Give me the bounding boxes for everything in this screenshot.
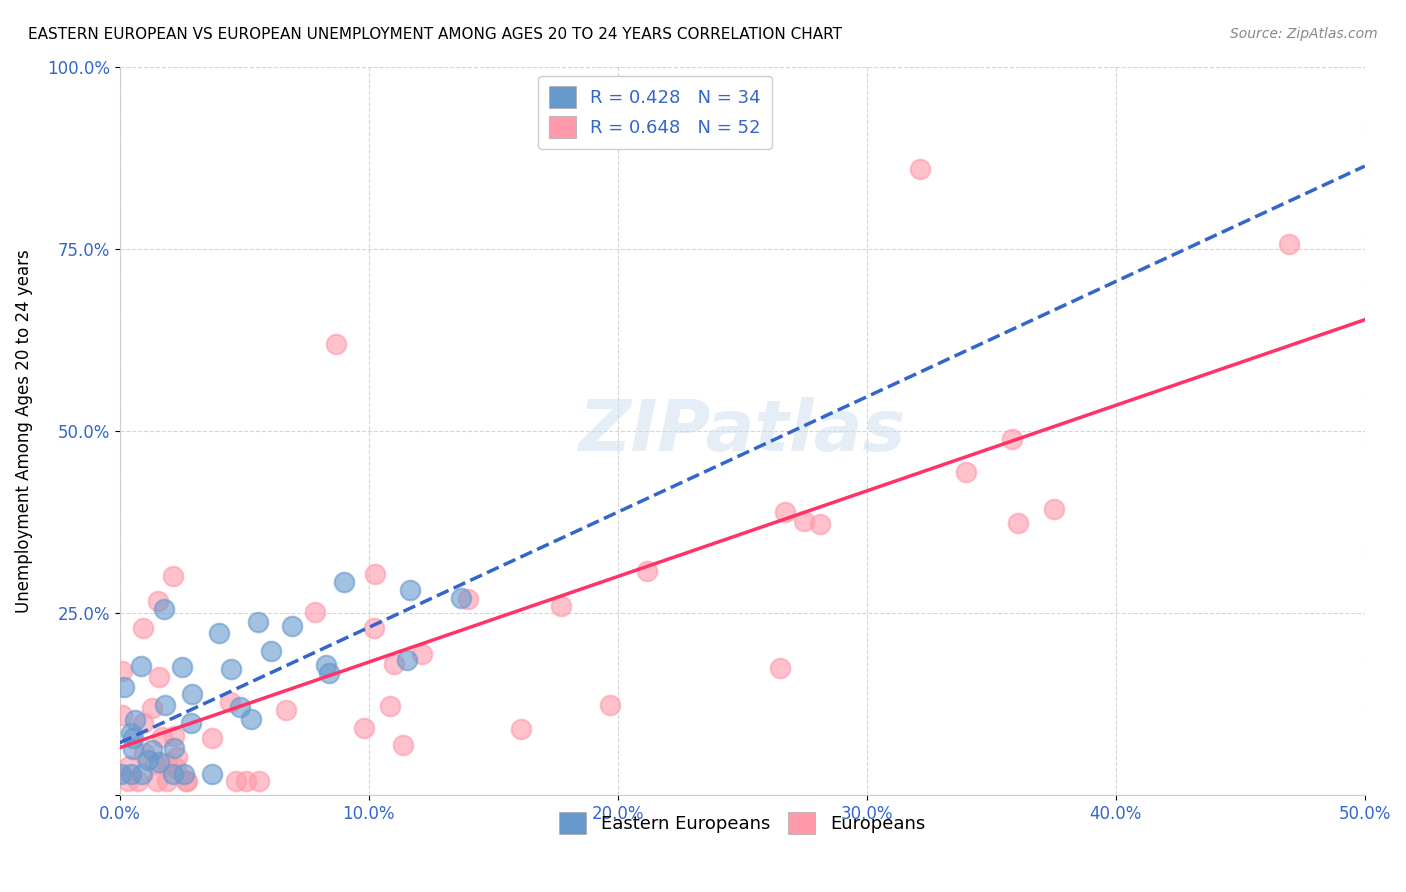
Point [773,504,796,518]
Point [396,653,419,667]
Point [120,725,142,739]
Point [325,336,347,351]
Point [599,698,621,712]
Point [793,515,815,529]
Point [165,761,187,775]
Point [259,644,281,658]
Point [1278,236,1301,251]
Legend: Eastern Europeans, Europeans: Eastern Europeans, Europeans [548,801,936,845]
Point [219,662,242,676]
Point [174,773,197,788]
Point [117,773,139,788]
Point [148,670,170,684]
Point [170,659,193,673]
Point [110,708,132,723]
Point [141,743,163,757]
Point [1043,501,1066,516]
Point [509,722,531,736]
Point [141,701,163,715]
Point [550,599,572,613]
Point [146,594,169,608]
Point [281,618,304,632]
Point [1000,432,1022,446]
Point [131,659,153,673]
Point [143,756,166,771]
Point [219,695,242,709]
Point [364,567,387,582]
Point [382,657,405,672]
Point [378,699,401,714]
Point [112,680,135,694]
Point [156,756,179,770]
Y-axis label: Unemployment Among Ages 20 to 24 years: Unemployment Among Ages 20 to 24 years [15,249,32,613]
Point [1007,516,1029,531]
Point [132,746,155,760]
Point [398,583,420,598]
Point [318,666,340,681]
Point [122,741,145,756]
Point [333,574,356,589]
Point [166,749,188,764]
Point [247,773,270,788]
Point [136,753,159,767]
Point [247,615,270,629]
Point [353,721,375,735]
Point [150,731,173,745]
Point [153,698,176,713]
Point [225,773,247,788]
Point [955,465,977,479]
Point [769,661,792,675]
Point [122,731,145,745]
Point [162,766,184,780]
Text: Source: ZipAtlas.com: Source: ZipAtlas.com [1230,27,1378,41]
Point [450,591,472,606]
Point [229,699,252,714]
Point [145,773,167,788]
Point [363,622,385,636]
Point [124,713,146,727]
Point [173,766,195,780]
Point [240,712,263,726]
Point [111,664,134,678]
Point [235,773,257,788]
Point [156,773,179,788]
Point [120,766,142,780]
Point [200,731,222,745]
Point [391,739,413,753]
Text: EASTERN EUROPEAN VS EUROPEAN UNEMPLOYMENT AMONG AGES 20 TO 24 YEARS CORRELATION : EASTERN EUROPEAN VS EUROPEAN UNEMPLOYMEN… [28,27,842,42]
Point [176,773,198,788]
Point [808,517,831,532]
Point [131,766,153,780]
Point [411,647,433,661]
Point [132,621,155,635]
Point [110,766,132,780]
Point [180,715,202,730]
Point [117,759,139,773]
Point [163,730,186,744]
Point [153,602,176,616]
Point [304,606,326,620]
Text: ZIPatlas: ZIPatlas [578,397,905,466]
Point [208,626,231,640]
Point [636,564,658,578]
Point [276,703,298,717]
Point [181,687,204,701]
Point [127,773,149,788]
Point [201,766,224,780]
Point [163,741,186,756]
Point [162,569,184,583]
Point [132,715,155,730]
Point [148,755,170,769]
Point [910,161,932,176]
Point [315,657,337,672]
Point [457,592,479,607]
